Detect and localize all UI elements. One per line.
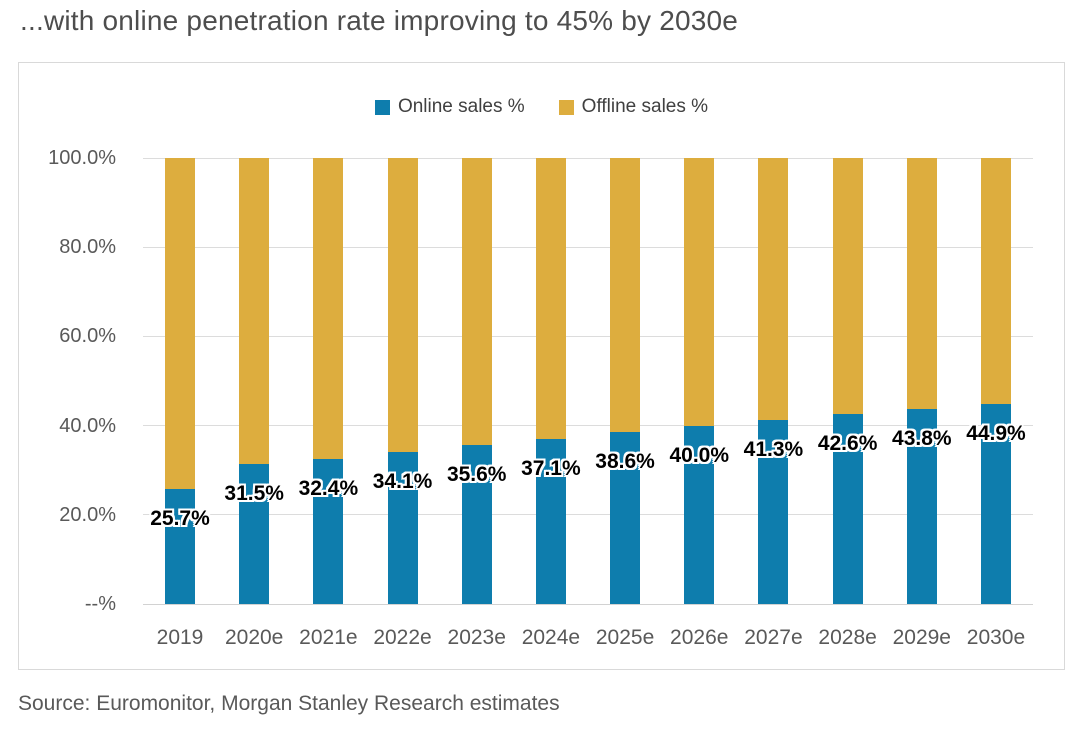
bar-offline-2026e [684,158,715,426]
y-axis-tick-label: 40.0% [59,414,116,437]
x-axis-label-2028e: 2028e [818,626,877,649]
bar-online-2023e [461,445,492,604]
x-axis-label-2027e: 2027e [744,626,803,649]
legend-label: Online sales % [397,96,525,117]
data-label-2030e: 44.9% [966,421,1026,445]
bar-offline-2029e [906,158,937,409]
x-axis-label-2020e: 2020e [224,626,284,649]
y-axis-tick-label: 20.0% [59,503,116,526]
data-label-2019: 25.7% [150,507,210,531]
bar-offline-2024e [535,158,566,439]
x-axis-label-2029e: 2029e [892,626,951,649]
y-axis-tick-label: 80.0% [59,236,116,259]
bar-online-2025e [610,431,641,604]
data-label-2029e: 43.8% [892,426,952,450]
y-axis-tick-label: 100.0% [48,147,116,169]
bar-offline-2021e [313,158,344,460]
bar-offline-2025e [610,158,641,432]
legend-swatch-icon [558,99,574,115]
bar-online-2028e [832,414,863,604]
legend-swatch-icon [374,99,390,115]
bar-online-2026e [684,425,715,604]
data-label-2020e: 31.5% [224,481,284,505]
source-note: Source: Euromonitor, Morgan Stanley Rese… [18,692,560,715]
page-title: ...with online penetration rate improvin… [20,5,739,36]
bar-offline-2028e [832,158,863,414]
legend-item-offline-sales: Offline sales % [558,96,709,118]
plot-area: 100.0% 80.0% 60.0% 40.0% 20.0% --% 2019 2020e 20… [19,63,1064,669]
gridline [143,246,1033,248]
gridline [143,335,1033,337]
data-label-2026e: 40.0% [669,443,730,467]
bar-offline-2020e [239,158,270,464]
bar-online-2022e [387,451,418,604]
bar-offline-2023e [461,158,492,446]
y-axis-tick-label: --% [84,593,116,615]
data-label-2022e: 34.1% [372,469,433,493]
bar-online-2024e [535,438,566,604]
data-label-2028e: 42.6% [817,432,878,455]
bar-offline-2022e [387,158,418,452]
gridline [143,425,1033,427]
data-label-2027e: 41.3% [743,437,804,461]
x-axis-label-2021e: 2021e [299,626,358,649]
legend-item-online-sales: Online sales % [374,96,525,118]
y-axis-tick-label: 60.0% [59,325,116,348]
x-axis-label-2023e: 2023e [447,626,506,649]
x-axis-label-2019: 2019 [156,626,204,649]
data-label-2021e: 32.4% [298,477,359,501]
bar-online-2029e [906,408,937,604]
x-axis-label-2024e: 2024e [521,626,581,649]
bar-online-2020e [239,463,270,604]
gridline [143,603,1033,605]
legend-label: Offline sales % [581,96,709,117]
bar-online-2021e [313,459,344,604]
bar-online-2030e [980,403,1011,604]
gridline [143,514,1033,516]
bar-online-2019 [165,489,195,604]
bar-online-2027e [758,419,789,604]
chart-container: Online sales % Offline sales % 100.0% 80.0… [18,62,1065,670]
chart-legend: Online sales % Offline sales % [19,96,1064,118]
data-label-2024e: 37.1% [521,456,581,480]
gridline [143,157,1033,159]
x-axis-label-2030e: 2030e [966,626,1026,649]
x-axis-label-2025e: 2025e [595,626,655,649]
data-label-2023e: 35.6% [446,463,507,487]
data-label-2025e: 38.6% [595,449,655,473]
bar-offline-2019 [165,158,195,490]
bar-offline-2030e [980,158,1011,404]
x-axis-label-2022e: 2022e [373,626,432,649]
bar-offline-2027e [758,158,789,420]
x-axis-label-2026e: 2026e [670,626,729,649]
